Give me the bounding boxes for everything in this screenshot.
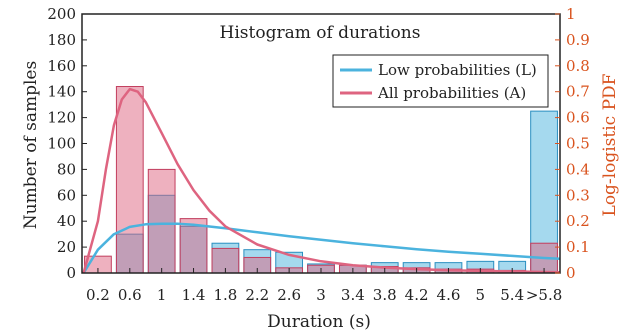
left-tick-label: 40 <box>57 212 76 230</box>
bars-layer <box>84 86 558 274</box>
left-tick-label: 20 <box>57 238 76 256</box>
x-axis: 0.2 0.6 1 1.4 1.8 2.2 2.6 3 3.4 3.8 4.2 4.6 5 5.4 >5.8 <box>86 268 562 304</box>
x-tick-label: 4.6 <box>437 286 461 304</box>
x-tick-label: 3 <box>316 286 326 304</box>
x-tick-label: 5 <box>476 286 486 304</box>
x-tick-label: 0.2 <box>86 286 110 304</box>
left-tick-label: 180 <box>47 31 76 49</box>
y-axis-label: Number of samples <box>21 61 41 229</box>
chart-title: Histogram of durations <box>220 23 421 43</box>
right-tick-label: 0.4 <box>566 160 590 178</box>
y2-axis-label: Log-logistic PDF <box>600 73 620 216</box>
left-tick-label: 160 <box>47 57 76 75</box>
right-tick-label: 0 <box>566 264 576 282</box>
left-tick-label: 0 <box>66 264 76 282</box>
right-tick-label: 1 <box>566 5 576 23</box>
x-tick-label: 1.8 <box>213 286 237 304</box>
legend-label-low: Low probabilities (L) <box>378 61 537 79</box>
x-axis-label: Duration (s) <box>267 312 371 332</box>
x-tick-label: 3.4 <box>341 286 365 304</box>
right-tick-label: 0.9 <box>566 31 590 49</box>
left-axis: 0 20 40 60 80 100 120 140 160 180 200 <box>47 5 87 282</box>
x-tick-label: 1.4 <box>182 286 206 304</box>
x-tick-label: 4.2 <box>405 286 429 304</box>
right-tick-label: 0.6 <box>566 109 590 127</box>
left-tick-label: 60 <box>57 186 76 204</box>
legend-label-all: All probabilities (A) <box>377 84 526 102</box>
x-tick-label: 1 <box>157 286 167 304</box>
legend-box <box>332 54 549 108</box>
x-tick-label: 2.6 <box>277 286 301 304</box>
left-tick-label: 140 <box>47 83 76 101</box>
right-tick-label: 0.3 <box>566 186 590 204</box>
right-tick-label: 0.7 <box>566 83 590 101</box>
x-tick-label: 2.2 <box>245 286 269 304</box>
left-tick-label: 120 <box>47 109 76 127</box>
left-tick-label: 100 <box>47 135 76 153</box>
bar-all-1 <box>115 86 144 274</box>
legend: Low probabilities (L) All probabilities … <box>332 54 549 108</box>
x-tick-label: >5.8 <box>526 286 562 304</box>
right-tick-label: 0.8 <box>566 57 590 75</box>
right-tick-label: 0.5 <box>566 135 590 153</box>
x-tick-label: 0.6 <box>118 286 142 304</box>
right-axis: 0 0.1 0.2 0.3 0.4 0.5 0.6 0.7 0.8 0.9 1 <box>555 5 590 282</box>
left-tick-label: 200 <box>47 5 76 23</box>
right-tick-label: 0.1 <box>566 238 590 256</box>
left-tick-label: 80 <box>57 160 76 178</box>
x-tick-label: 5.4 <box>500 286 524 304</box>
x-tick-label: 3.8 <box>373 286 397 304</box>
bar-all-2 <box>147 168 176 274</box>
pdf-curve-low <box>82 222 561 274</box>
right-tick-label: 0.2 <box>566 212 590 230</box>
